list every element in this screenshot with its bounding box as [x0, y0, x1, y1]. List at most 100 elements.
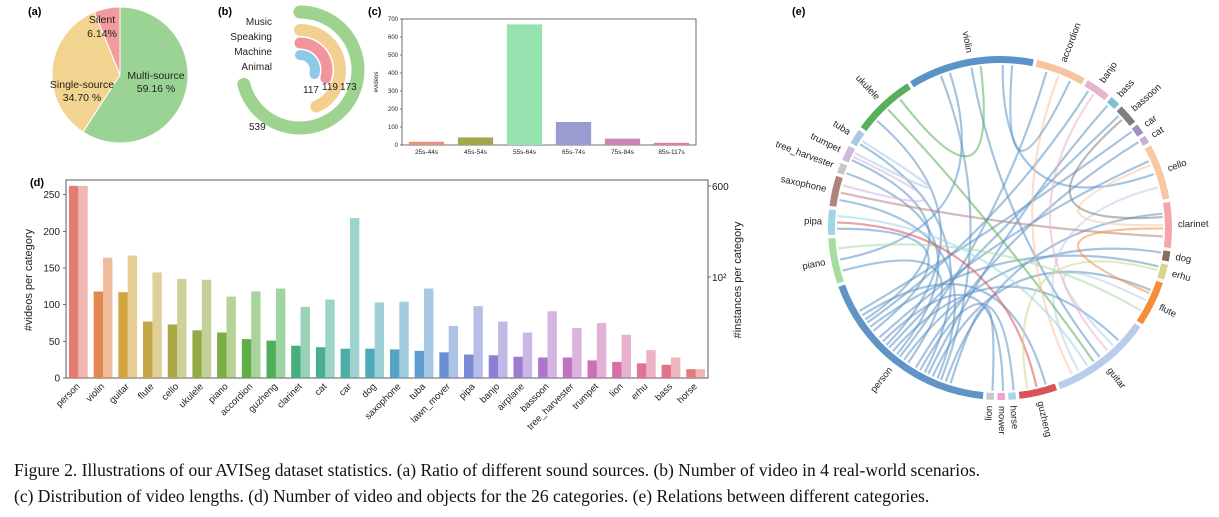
- chord-label-clarinet: clarinet: [1178, 219, 1209, 231]
- d-ytick-label: 0: [54, 374, 60, 385]
- pie-value-silent: 6.14%: [87, 28, 117, 40]
- chord-arc-bass: [1106, 97, 1120, 110]
- panel-a-label: (a): [28, 6, 42, 18]
- chord-arc-dog: [1161, 250, 1171, 262]
- chord-label-pipa: pipa: [804, 216, 823, 228]
- d-xtick-label: trumpet: [570, 381, 601, 412]
- d-xtick-label: bass: [653, 381, 675, 403]
- chord-arc-horse: [1008, 392, 1017, 400]
- chord-label-tuba: tuba: [831, 119, 853, 139]
- d-xtick-label: erhu: [629, 381, 650, 402]
- panel-b-label: (b): [218, 6, 232, 18]
- chord-link-ukulele-guitar: [887, 108, 1095, 363]
- chord-arc-cat: [1139, 135, 1150, 146]
- chord-label-guzheng: guzheng: [1035, 400, 1054, 438]
- d-xtick-label: cat: [313, 381, 330, 398]
- chord-link-person-violin: [939, 75, 972, 381]
- chord-arc-car: [1131, 124, 1144, 137]
- d-xtick-label: flute: [136, 381, 156, 401]
- d-bar-videos-pipa: [464, 354, 474, 378]
- d-bar-instances-horse: [695, 369, 706, 378]
- d-ytick-right-label: 600: [712, 182, 729, 193]
- d-bar-videos-guitar: [118, 292, 128, 378]
- radial-bar-speaking: [294, 24, 346, 113]
- chord-link-erhu-guzheng: [1022, 260, 1158, 389]
- chord-label-violin: violin: [960, 30, 975, 53]
- c-ytick-label: 400: [388, 71, 399, 77]
- radial-label-music: Music: [246, 17, 272, 28]
- d-plot-frame: [65, 179, 709, 379]
- chord-link-flute-clarinet: [1077, 227, 1164, 295]
- c-bar-55s-64s: [506, 24, 543, 145]
- panel-c-label: (c): [368, 6, 382, 18]
- d-bar-instances-piano: [226, 296, 236, 378]
- c-bar-25s-44s: [408, 141, 445, 145]
- d-xtick-label: horse: [675, 381, 700, 406]
- d-ytick-label: 100: [43, 300, 60, 311]
- d-bar-videos-lion: [612, 361, 622, 378]
- chord-arc-bassoon: [1116, 106, 1136, 127]
- chord-arc-clarinet: [1163, 201, 1172, 248]
- chord-arc-piano: [828, 238, 844, 284]
- chord-link-person-guitar: [892, 285, 1120, 352]
- radial-bar-chart: [237, 5, 365, 135]
- d-bar-instances-saxophone: [399, 301, 409, 378]
- chord-link-person-cat: [914, 141, 1140, 369]
- d-xtick-label: lion: [607, 381, 625, 399]
- chord-arc-banjo: [1084, 80, 1109, 101]
- panel-d-label: (d): [30, 177, 44, 189]
- chord-link-piano-flute: [838, 243, 1142, 312]
- radial-value-speaking: 173: [340, 82, 357, 93]
- radial-value-machine: 119: [322, 82, 338, 93]
- c-ytick-label: 500: [388, 53, 399, 59]
- radial-value-music: 539: [249, 122, 266, 133]
- d-bar-instances-lawn_mover: [448, 325, 459, 378]
- chord-arc-guitar: [1057, 323, 1141, 390]
- pie-label-multi: Multi-source: [127, 70, 184, 82]
- d-bar-videos-bassoon: [538, 357, 548, 378]
- c-bar-85s-117s: [653, 142, 690, 145]
- chord-label-lion: lion: [983, 405, 995, 420]
- d-xtick-label: dog: [360, 381, 379, 400]
- pie-value-multi: 59.16 %: [137, 83, 176, 95]
- d-bar-videos-erhu: [636, 363, 647, 378]
- d-bar-videos-person: [68, 185, 79, 378]
- d-bar-instances-cat: [325, 299, 335, 378]
- radial-bar-music: [237, 5, 365, 135]
- d-xtick-label: ukulele: [177, 381, 206, 410]
- panel-a: (a) Silent 6.14% Single-source 34.70 % M…: [28, 6, 189, 144]
- chord-link-person-bass: [927, 104, 1109, 375]
- chord-link-person-tuba: [859, 143, 953, 374]
- d-bar-instances-tuba: [424, 288, 434, 378]
- category-bar-chart: 0 50 100 150 200 250 10² 600 person violin guitar f…: [43, 179, 729, 432]
- d-bar-instances-trumpet: [596, 323, 607, 378]
- d-bar-instances-ukulele: [201, 279, 212, 378]
- chord-label-person: person: [869, 365, 896, 395]
- chord-label-cello: cello: [1166, 158, 1188, 175]
- chord-link-violin-accordion: [1009, 65, 1072, 152]
- c-xtick-label: 55s-64s: [513, 149, 537, 156]
- d-bar-videos-guzheng: [266, 340, 276, 378]
- d-bar-videos-violin: [93, 291, 104, 378]
- chord-label-erhu: erhu: [1171, 269, 1192, 285]
- c-ylabel: #videos: [374, 72, 380, 93]
- d-bar-videos-clarinet: [291, 345, 301, 378]
- chord-link-person-lion: [949, 306, 995, 391]
- d-bar-videos-banjo: [488, 355, 499, 378]
- chord-link-violin-piano: [839, 72, 963, 261]
- c-bar-45s-54s: [457, 137, 494, 145]
- d-ytick-label: 50: [49, 337, 61, 348]
- d-bar-instances-car: [349, 218, 360, 378]
- chord-link-violin-guitar: [970, 67, 1101, 358]
- chord-arc-violin: [910, 55, 1034, 88]
- d-bar-instances-tree_harvester: [572, 328, 582, 378]
- d-bar-videos-cello: [167, 324, 178, 378]
- d-bar-instances-erhu: [646, 350, 656, 378]
- d-ylabel-left: #videos per category: [23, 228, 35, 331]
- d-bar-instances-airplane: [522, 332, 533, 378]
- d-xtick-label: clarinet: [275, 381, 305, 411]
- panel-e-label: (e): [792, 6, 806, 18]
- c-bar-65s-74s: [555, 121, 592, 145]
- chord-link-person-banjo: [866, 90, 1090, 324]
- chord-arc-mower: [997, 392, 1006, 400]
